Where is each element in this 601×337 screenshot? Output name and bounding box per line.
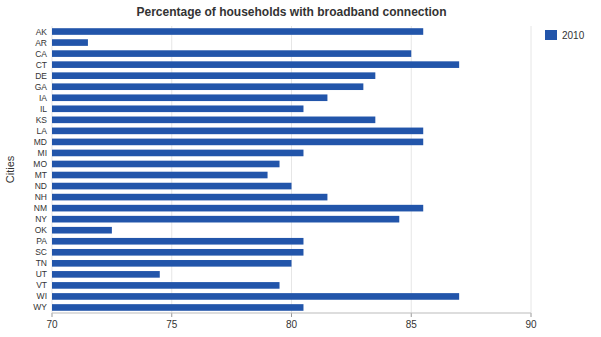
grid <box>52 26 531 313</box>
bar <box>52 61 459 68</box>
bar <box>52 128 423 135</box>
y-tick-label: UT <box>36 269 47 279</box>
y-tick-label: ND <box>35 181 47 191</box>
y-tick-label: WY <box>33 302 47 312</box>
bar <box>52 282 280 289</box>
grid-line <box>531 26 532 313</box>
bar <box>52 139 423 146</box>
bar <box>52 72 375 79</box>
y-tick-label: PA <box>36 236 47 246</box>
y-tick-label: AR <box>35 38 47 48</box>
y-tick-label: MD <box>34 137 47 147</box>
bars <box>52 28 459 311</box>
grid-line <box>52 26 53 313</box>
y-tick-label: MO <box>33 159 47 169</box>
tick-mark <box>291 313 292 317</box>
bar <box>52 293 459 300</box>
x-tick-label: 80 <box>286 319 298 330</box>
legend: 2010 <box>545 30 585 41</box>
bar <box>52 28 423 35</box>
y-tick-label: AK <box>36 27 48 37</box>
bar <box>52 183 292 190</box>
y-tick-label: DE <box>35 71 47 81</box>
y-tick-label: IL <box>40 104 47 114</box>
x-tick-label: 70 <box>46 319 58 330</box>
y-tick-label: WI <box>37 291 47 301</box>
bar <box>52 161 280 168</box>
bar <box>52 205 423 212</box>
tick-mark <box>52 313 53 317</box>
grid-line <box>411 26 412 313</box>
y-tick-label: TN <box>36 258 47 268</box>
tick-mark <box>411 313 412 317</box>
bar <box>52 238 303 245</box>
legend-swatch <box>545 30 557 40</box>
bar <box>52 83 363 90</box>
tick-mark <box>171 313 172 317</box>
bar <box>52 105 303 112</box>
y-tick-label: CT <box>36 60 47 70</box>
bar <box>52 249 303 256</box>
bar <box>52 304 303 311</box>
x-tick-label: 90 <box>525 319 537 330</box>
x-tick-label: 85 <box>406 319 418 330</box>
bar <box>52 50 411 57</box>
bar <box>52 94 327 101</box>
y-tick-label: VT <box>36 280 47 290</box>
y-tick-label: SC <box>35 247 47 257</box>
bar <box>52 216 399 223</box>
x-axis-line <box>52 313 531 314</box>
bar <box>52 39 88 46</box>
y-tick-label: KS <box>36 115 48 125</box>
y-tick-label: NM <box>34 203 47 213</box>
bar <box>52 227 112 234</box>
grid-line <box>171 26 172 313</box>
bar <box>52 117 375 124</box>
bar <box>52 271 160 278</box>
y-tick-label: OK <box>35 225 48 235</box>
bar <box>52 260 292 267</box>
y-tick-label: NY <box>35 214 47 224</box>
y-tick-label: IA <box>39 93 47 103</box>
tick-mark <box>531 313 532 317</box>
grid-line <box>291 26 292 313</box>
y-tick-label: NH <box>35 192 47 202</box>
y-tick-label: GA <box>35 82 48 92</box>
title: Percentage of households with broadband … <box>136 5 446 19</box>
bar <box>52 194 327 201</box>
y-tick-label: MT <box>35 170 47 180</box>
chart: Percentage of households with broadband … <box>0 0 601 337</box>
y-tick-label: MI <box>38 148 47 158</box>
bar <box>52 150 303 157</box>
y-axis-label: Cities <box>4 155 16 183</box>
x-tick-label: 75 <box>166 319 178 330</box>
bar <box>52 172 268 179</box>
y-tick-label: CA <box>35 49 47 59</box>
legend-label: 2010 <box>562 30 585 41</box>
y-tick-label: LA <box>37 126 48 136</box>
